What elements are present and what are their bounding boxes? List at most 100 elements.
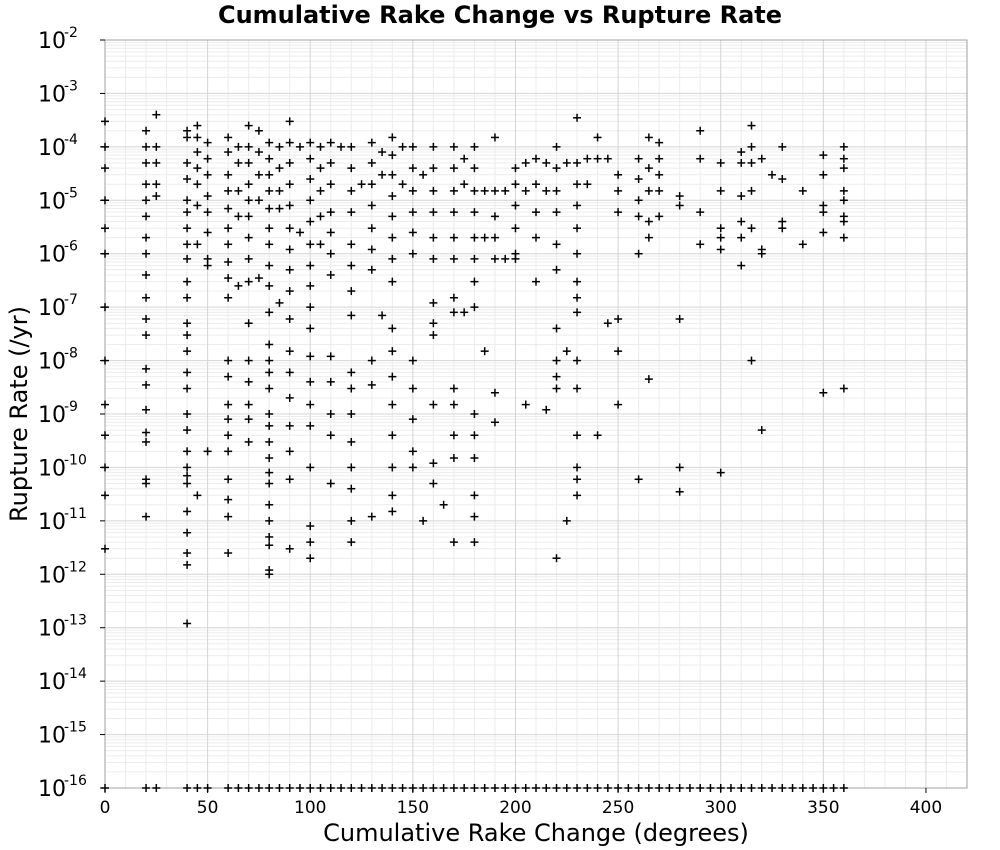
data-point xyxy=(316,164,325,173)
data-point xyxy=(183,528,192,537)
data-point xyxy=(490,784,499,792)
data-point xyxy=(562,158,571,167)
data-point xyxy=(326,410,335,418)
data-point xyxy=(203,208,212,217)
data-point xyxy=(203,170,212,179)
data-point xyxy=(716,233,725,242)
y-tick-label-base: 10 xyxy=(38,617,66,642)
data-point xyxy=(634,784,643,792)
data-point xyxy=(285,138,294,147)
data-point xyxy=(819,170,828,179)
data-point xyxy=(419,516,428,525)
data-point xyxy=(470,410,479,418)
x-tick-label: 50 xyxy=(197,798,219,818)
data-point xyxy=(142,331,151,340)
data-point xyxy=(675,201,684,210)
data-point xyxy=(101,117,109,126)
data-point xyxy=(285,368,294,377)
data-point xyxy=(306,281,315,290)
data-point xyxy=(265,154,274,163)
data-point xyxy=(244,784,253,792)
data-point xyxy=(275,784,284,792)
data-point xyxy=(326,479,335,488)
data-point xyxy=(265,138,274,147)
data-point xyxy=(244,277,253,286)
data-point xyxy=(449,186,458,195)
data-point xyxy=(716,245,725,254)
data-point xyxy=(429,319,438,328)
data-point xyxy=(573,308,582,317)
x-tick-label: 150 xyxy=(397,798,429,818)
data-point xyxy=(142,512,151,521)
data-point xyxy=(367,158,376,167)
data-point xyxy=(367,245,376,254)
data-point xyxy=(839,196,848,205)
data-point xyxy=(480,233,489,242)
data-point xyxy=(203,154,212,163)
data-point xyxy=(224,356,233,365)
data-point xyxy=(665,784,674,792)
data-point xyxy=(337,784,346,792)
data-point xyxy=(603,154,612,163)
data-point xyxy=(501,254,510,263)
data-point xyxy=(429,142,438,151)
data-point xyxy=(449,164,458,173)
data-point xyxy=(265,186,274,195)
data-point xyxy=(388,277,397,286)
data-point xyxy=(203,138,212,147)
data-point xyxy=(552,208,561,217)
data-point xyxy=(573,293,582,302)
data-point xyxy=(101,224,109,233)
data-point xyxy=(224,274,233,283)
data-point xyxy=(265,479,274,488)
data-point xyxy=(285,201,294,210)
data-point xyxy=(326,784,335,792)
data-point xyxy=(306,538,315,547)
data-point xyxy=(388,170,397,179)
data-point xyxy=(573,431,582,440)
data-point xyxy=(183,224,192,233)
data-point xyxy=(265,204,274,213)
data-point xyxy=(378,311,387,320)
data-point xyxy=(408,186,417,195)
data-point xyxy=(347,208,356,217)
data-point xyxy=(285,784,294,792)
data-point xyxy=(429,400,438,409)
data-point xyxy=(398,180,407,189)
data-point xyxy=(449,784,458,792)
data-point xyxy=(265,516,274,525)
data-point xyxy=(203,228,212,237)
data-point xyxy=(295,784,304,792)
data-point xyxy=(183,126,192,135)
data-point xyxy=(490,133,499,142)
data-point xyxy=(429,298,438,307)
data-point xyxy=(306,240,315,249)
data-point xyxy=(193,133,202,142)
data-point xyxy=(532,154,540,163)
data-point xyxy=(234,212,243,221)
data-point xyxy=(265,541,274,550)
data-point xyxy=(573,463,582,472)
data-point xyxy=(285,393,294,402)
data-point xyxy=(265,170,274,179)
y-tick-label-base: 10 xyxy=(38,456,66,481)
data-point xyxy=(142,364,151,373)
data-point xyxy=(244,180,253,189)
data-point xyxy=(224,293,233,302)
data-point xyxy=(470,186,479,195)
data-point xyxy=(183,208,192,217)
data-point xyxy=(265,421,274,430)
data-point xyxy=(449,233,458,242)
data-point xyxy=(470,538,479,547)
data-point xyxy=(306,400,315,409)
y-tick-label-exponent: -4 xyxy=(64,132,78,148)
data-point xyxy=(152,110,161,119)
data-point xyxy=(183,347,192,356)
data-point xyxy=(142,380,151,389)
data-point xyxy=(357,180,366,189)
data-point xyxy=(511,224,520,233)
data-point xyxy=(183,319,192,328)
data-point xyxy=(285,314,294,323)
data-point xyxy=(439,500,448,509)
data-point xyxy=(142,270,151,279)
